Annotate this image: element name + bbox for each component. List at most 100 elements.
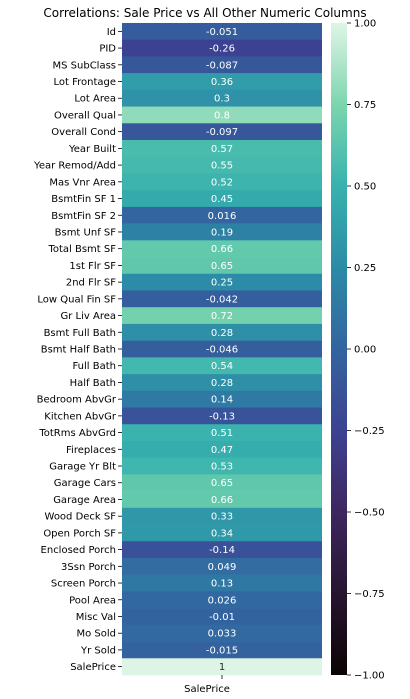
cell-value-label: 0.033 bbox=[208, 629, 237, 640]
heatmap-cell bbox=[122, 474, 322, 492]
cell-value-label: -0.097 bbox=[206, 127, 238, 138]
row-label: Garage Area bbox=[53, 495, 116, 506]
heatmap-cell bbox=[122, 173, 322, 191]
heatmap-cell bbox=[122, 290, 322, 308]
cell-value-label: 0.52 bbox=[211, 177, 233, 188]
row-label: Lot Area bbox=[74, 94, 116, 105]
heatmap-cell bbox=[122, 658, 322, 676]
row-label: Overall Qual bbox=[54, 110, 116, 121]
cell-value-label: -0.13 bbox=[209, 411, 235, 422]
row-label: Bsmt Full Bath bbox=[44, 328, 116, 339]
cell-value-label: 0.14 bbox=[211, 395, 233, 406]
heatmap-cell bbox=[122, 390, 322, 408]
row-label: Misc Val bbox=[76, 612, 116, 623]
row-label: TotRms AbvGrd bbox=[38, 428, 116, 439]
cell-value-label: 0.51 bbox=[211, 428, 233, 439]
row-label: 3Ssn Porch bbox=[61, 562, 116, 573]
row-label: BsmtFin SF 1 bbox=[51, 194, 116, 205]
colorbar-tick-label: 1.00 bbox=[354, 19, 376, 30]
cell-value-label: 0.36 bbox=[211, 77, 233, 88]
cell-value-label: 0.3 bbox=[214, 94, 230, 105]
row-label: Bsmt Unf SF bbox=[55, 227, 117, 238]
cell-value-label: 0.19 bbox=[211, 227, 233, 238]
x-tick-label: SalePrice bbox=[184, 684, 230, 695]
heatmap-cell bbox=[122, 56, 322, 74]
row-label: Screen Porch bbox=[51, 579, 116, 590]
cell-value-label: 0.45 bbox=[211, 194, 233, 205]
row-label: Fireplaces bbox=[66, 445, 116, 456]
row-label: Bsmt Half Bath bbox=[41, 345, 116, 356]
heatmap-cell bbox=[122, 39, 322, 57]
cell-value-label: 0.66 bbox=[211, 244, 233, 255]
heatmap-cell bbox=[122, 190, 322, 208]
colorbar-tick-label: 0.50 bbox=[354, 182, 376, 193]
row-label: Year Remod/Add bbox=[33, 161, 116, 172]
colorbar-tick-label: −1.00 bbox=[354, 671, 385, 682]
heatmap-cell bbox=[122, 357, 322, 375]
heatmap-cell bbox=[122, 106, 322, 124]
row-label: Garage Cars bbox=[54, 478, 116, 489]
cell-value-label: 0.8 bbox=[214, 110, 230, 121]
row-label: BsmtFin SF 2 bbox=[51, 211, 116, 222]
colorbar bbox=[331, 23, 347, 675]
colorbar-tick-label: 0.75 bbox=[354, 100, 376, 111]
heatmap-cell bbox=[122, 541, 322, 559]
cell-value-label: 0.65 bbox=[211, 478, 233, 489]
colorbar-tick-label: 0.25 bbox=[354, 263, 376, 274]
heatmap-cell bbox=[122, 240, 322, 258]
heatmap-cell bbox=[122, 641, 322, 659]
heatmap-cell bbox=[122, 491, 322, 509]
heatmap-cell bbox=[122, 123, 322, 141]
row-label: Gr Liv Area bbox=[61, 311, 117, 322]
cell-value-label: 0.016 bbox=[208, 211, 237, 222]
row-label: Lot Frontage bbox=[53, 77, 116, 88]
cell-value-label: -0.14 bbox=[209, 545, 235, 556]
row-label: SalePrice bbox=[70, 662, 116, 673]
heatmap-cell bbox=[122, 407, 322, 425]
row-label: Pool Area bbox=[69, 595, 116, 606]
heatmap-cell bbox=[122, 424, 322, 442]
row-label: Id bbox=[107, 27, 116, 38]
cell-value-label: 0.25 bbox=[211, 278, 233, 289]
cell-value-label: 0.54 bbox=[211, 361, 233, 372]
cell-value-label: 0.47 bbox=[211, 445, 233, 456]
heatmap-cell bbox=[122, 440, 322, 458]
row-label: Mas Vnr Area bbox=[49, 177, 116, 188]
colorbar-tick-label: 0.00 bbox=[354, 345, 376, 356]
row-label: MS SubClass bbox=[53, 60, 117, 71]
heatmap-cell bbox=[122, 608, 322, 626]
row-label: Enclosed Porch bbox=[41, 545, 116, 556]
cell-value-label: 0.34 bbox=[211, 528, 233, 539]
heatmap-cell bbox=[122, 624, 322, 642]
heatmap-cell bbox=[122, 273, 322, 291]
row-label: Yr Sold bbox=[80, 645, 116, 656]
cell-value-label: -0.26 bbox=[209, 44, 235, 55]
cell-value-label: 0.026 bbox=[208, 595, 237, 606]
cell-value-label: 0.55 bbox=[211, 161, 233, 172]
row-label: 2nd Flr SF bbox=[66, 278, 116, 289]
heatmap-cell bbox=[122, 507, 322, 525]
cell-value-label: -0.051 bbox=[206, 27, 238, 38]
cell-value-label: 0.13 bbox=[211, 579, 233, 590]
cell-value-label: -0.01 bbox=[209, 612, 235, 623]
row-label: 1st Flr SF bbox=[69, 261, 116, 272]
heatmap-cell bbox=[122, 206, 322, 224]
row-label: Total Bsmt SF bbox=[47, 244, 116, 255]
row-label: Low Qual Fin SF bbox=[37, 294, 116, 305]
cell-value-label: 0.57 bbox=[211, 144, 233, 155]
heatmap-cell bbox=[122, 457, 322, 475]
colorbar-tick-label: −0.75 bbox=[354, 589, 385, 600]
cell-value-label: -0.087 bbox=[206, 60, 238, 71]
heatmap-cell bbox=[122, 156, 322, 174]
heatmap-cell bbox=[122, 591, 322, 609]
cell-value-label: 0.049 bbox=[208, 562, 237, 573]
cell-value-label: 0.72 bbox=[211, 311, 233, 322]
row-label: Garage Yr Blt bbox=[49, 462, 116, 473]
cell-value-label: 1 bbox=[219, 662, 225, 673]
row-label: Overall Cond bbox=[51, 127, 116, 138]
row-label: PID bbox=[99, 44, 116, 55]
cell-value-label: -0.046 bbox=[206, 345, 238, 356]
heatmap-cell bbox=[122, 307, 322, 325]
heatmap-cell bbox=[122, 574, 322, 592]
row-label: Mo Sold bbox=[76, 629, 116, 640]
